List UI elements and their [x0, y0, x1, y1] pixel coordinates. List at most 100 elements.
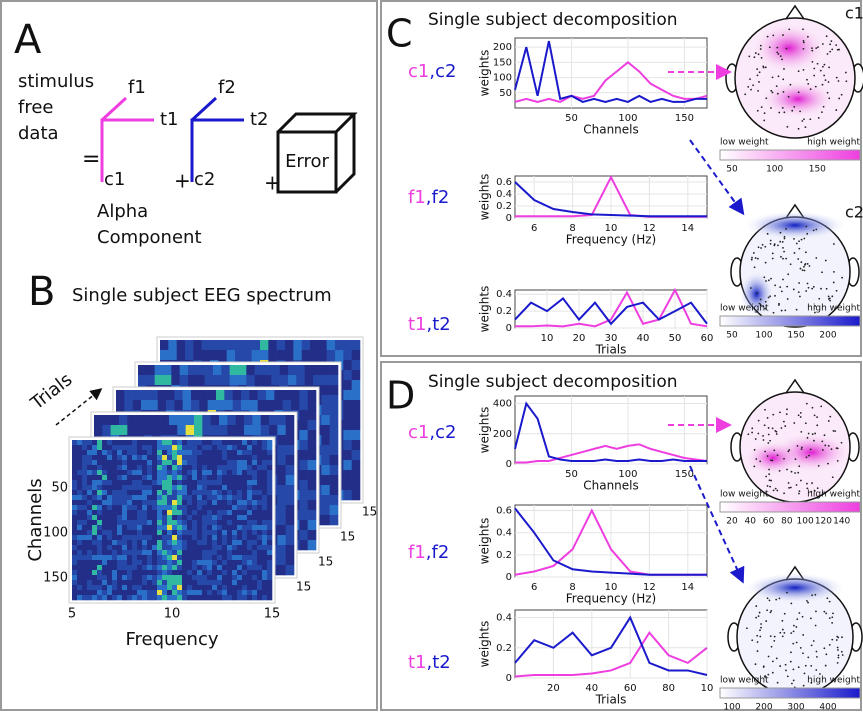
heatmap-cell — [268, 340, 277, 350]
heatmap-cell — [192, 565, 197, 570]
heatmap-cell — [308, 430, 317, 440]
y-tick-label: 0.2 — [496, 550, 512, 561]
electrode — [807, 36, 809, 38]
heatmap-cell — [192, 550, 197, 555]
heatmap-cell — [119, 415, 128, 425]
heatmap-cell — [147, 545, 152, 550]
heatmap-cell — [212, 440, 217, 445]
heatmap-cell — [212, 475, 217, 480]
heatmap-cell — [247, 535, 252, 540]
heatmap-cell — [162, 555, 167, 560]
heatmap-cell — [162, 560, 167, 565]
electrode — [765, 280, 767, 282]
electrode — [780, 256, 782, 258]
heatmap-cell — [227, 555, 232, 560]
heatmap-cell — [321, 365, 330, 375]
heatmap-cell — [197, 560, 202, 565]
heatmap-cell — [97, 465, 102, 470]
heatmap-cell — [192, 525, 197, 530]
heatmap-cell — [72, 570, 77, 575]
heatmap-cell — [232, 550, 237, 555]
electrode — [810, 665, 812, 667]
heatmap-cell — [202, 515, 207, 520]
electrode — [778, 53, 780, 55]
electrode — [770, 90, 772, 92]
heatmap-cell — [152, 575, 157, 580]
heatmap-cell — [222, 515, 227, 520]
heatmap-cell — [122, 450, 127, 455]
electrode — [783, 111, 785, 113]
heatmap-cell — [252, 480, 257, 485]
heatmap-cell — [243, 350, 252, 360]
heatmap-cell — [192, 465, 197, 470]
heatmap-cell — [137, 490, 142, 495]
electrode — [826, 35, 828, 37]
heatmap-cell — [147, 595, 152, 600]
heatmap-cell — [257, 590, 262, 595]
heatmap-cell — [257, 570, 262, 575]
heatmap-cell — [127, 465, 132, 470]
electrode — [782, 635, 784, 637]
heatmap-cell — [72, 455, 77, 460]
heatmap-cell — [117, 510, 122, 515]
electrode — [813, 440, 815, 442]
colorbar-tick: 200 — [755, 703, 772, 712]
heatmap-cell — [192, 575, 197, 580]
heatmap-cell — [310, 350, 319, 360]
heatmap-cell — [249, 400, 258, 410]
heatmap-cell — [77, 485, 82, 490]
heatmap-cell — [102, 580, 107, 585]
heatmap-cell — [127, 460, 132, 465]
heatmap-cell — [262, 465, 267, 470]
electrode — [845, 72, 847, 74]
colorbar-tick: 150 — [787, 331, 804, 341]
electrode — [805, 422, 807, 424]
heatmap-cell — [167, 525, 172, 530]
heatmap-cell — [232, 565, 237, 570]
electrode — [831, 639, 833, 641]
heatmap-cell — [163, 375, 172, 385]
electrode — [767, 36, 769, 38]
electrode — [768, 427, 770, 429]
heatmap-cell — [197, 470, 202, 475]
heatmap-cell — [167, 510, 172, 515]
heatmap-cell — [102, 520, 107, 525]
heatmap-cell — [247, 485, 252, 490]
electrode — [835, 44, 837, 46]
electrode — [790, 651, 792, 653]
heatmap-cell — [199, 390, 208, 400]
heatmap-cell — [157, 570, 162, 575]
heatmap-cell — [262, 485, 267, 490]
heatmap-cell — [142, 485, 147, 490]
electrode — [800, 431, 802, 433]
heatmap-cell — [232, 595, 237, 600]
heatmap-cell — [277, 435, 286, 445]
y-tick-label: 0.6 — [496, 506, 512, 517]
heatmap-cell — [157, 530, 162, 535]
heatmap-cell — [257, 575, 262, 580]
heatmap-cell — [182, 500, 187, 505]
heatmap-cell — [122, 580, 127, 585]
electrode — [781, 427, 783, 429]
heatmap-cell — [202, 510, 207, 515]
heatmap-cell — [212, 460, 217, 465]
electrode — [790, 632, 792, 634]
electrode — [754, 56, 756, 58]
heatmap-cell — [212, 500, 217, 505]
electrode — [798, 91, 800, 93]
heatmap-cell — [192, 535, 197, 540]
heatmap-cell — [77, 470, 82, 475]
heatmap-cell — [172, 490, 177, 495]
heatmap-cell — [237, 495, 242, 500]
heatmap-cell — [244, 425, 253, 435]
heatmap-cell — [232, 515, 237, 520]
electrode — [796, 309, 798, 311]
heatmap-cell — [177, 455, 182, 460]
heatmap-cell — [97, 490, 102, 495]
heatmap-cell — [247, 460, 252, 465]
heatmap-cell — [192, 445, 197, 450]
heatmap-cell — [197, 505, 202, 510]
heatmap-cell — [127, 455, 132, 460]
heatmap-cell — [117, 530, 122, 535]
electrode — [787, 298, 789, 300]
